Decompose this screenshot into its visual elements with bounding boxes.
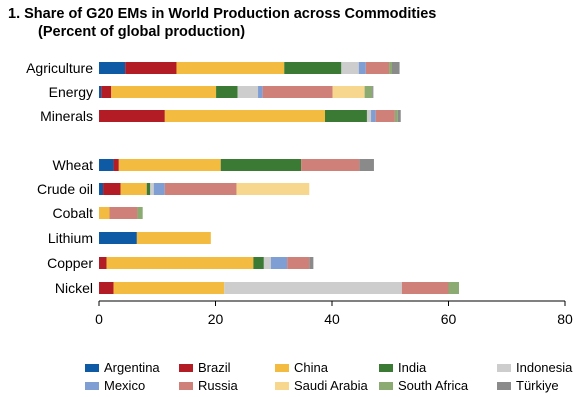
bar-agriculture-mexico (358, 62, 366, 74)
category-label: Minerals (40, 108, 93, 124)
bar-minerals-russia (375, 110, 395, 122)
bar-nickel-russia (401, 282, 449, 294)
bar-copper-china (106, 257, 254, 269)
legend-swatch (379, 364, 393, 372)
category-label: Nickel (55, 280, 93, 296)
bar-wheat-argentina (99, 159, 114, 171)
bar-agriculture-argentina (99, 62, 126, 74)
category-label: Wheat (53, 157, 94, 173)
chart-subtitle: (Percent of global production) (38, 24, 246, 40)
category-label: Copper (47, 255, 93, 271)
bar-copper-brazil (99, 257, 107, 269)
category-label: Lithium (48, 230, 93, 246)
legend-label: South Africa (398, 378, 469, 393)
category-label: Cobalt (53, 205, 94, 221)
bars-layer (99, 62, 459, 294)
bar-nickel-brazil (99, 282, 114, 294)
legend-label: Brazil (198, 360, 231, 375)
bar-energy-china (111, 86, 217, 98)
legend-label: China (294, 360, 329, 375)
legend-label: Russia (198, 378, 239, 393)
legend-label: Argentina (104, 360, 160, 375)
x-tick-label: 60 (441, 311, 457, 327)
bar-energy-saudi-arabia (332, 86, 365, 98)
legend-swatch (179, 364, 193, 372)
bar-minerals-mexico (371, 110, 376, 122)
bar-copper-mexico (270, 257, 288, 269)
bar-wheat-india (220, 159, 302, 171)
bar-energy-russia (262, 86, 333, 98)
category-label: Energy (49, 84, 93, 100)
legend-swatch (275, 382, 289, 390)
legend-swatch (85, 382, 99, 390)
bar-cobalt-china (99, 207, 110, 219)
bar-crude-oil-india (146, 183, 151, 195)
bar-lithium-argentina (99, 232, 137, 244)
bar-agriculture-türkiye (391, 62, 400, 74)
bar-minerals-indonesia (366, 110, 372, 122)
bar-crude-oil-mexico (153, 183, 165, 195)
legend-label: Türkiye (516, 378, 559, 393)
bar-minerals-china (164, 110, 326, 122)
legend-label: Mexico (104, 378, 145, 393)
legend-swatch (275, 364, 289, 372)
bar-energy-argentina (99, 86, 102, 98)
x-tick-label: 0 (95, 311, 103, 327)
bar-copper-india (253, 257, 264, 269)
bar-copper-indonesia (263, 257, 271, 269)
bar-agriculture-indonesia (341, 62, 359, 74)
legend-label: Indonesia (516, 360, 573, 375)
legend-label: India (398, 360, 427, 375)
bar-cobalt-south-africa (137, 207, 143, 219)
bar-energy-brazil (101, 86, 112, 98)
bar-agriculture-russia (365, 62, 390, 74)
bar-crude-oil-saudi-arabia (236, 183, 310, 195)
bar-wheat-russia (301, 159, 360, 171)
x-tick-label: 40 (324, 311, 340, 327)
category-labels: Agriculture Energy Minerals Wheat Crude oil C… (26, 60, 93, 296)
bar-agriculture-south-africa (389, 62, 392, 74)
bar-wheat-china (118, 159, 221, 171)
bar-energy-mexico (258, 86, 263, 98)
bar-energy-india (216, 86, 238, 98)
bar-energy-türkiye (372, 86, 374, 98)
bar-crude-oil-indonesia (150, 183, 154, 195)
legend-swatch (497, 382, 511, 390)
x-tick-label: 20 (208, 311, 224, 327)
legend-label: Saudi Arabia (294, 378, 368, 393)
category-label: Crude oil (37, 181, 93, 197)
bar-minerals-brazil (99, 110, 165, 122)
x-tick-label: 80 (557, 311, 573, 327)
legend-swatch (379, 382, 393, 390)
bar-lithium-china (136, 232, 211, 244)
bar-crude-oil-china (120, 183, 147, 195)
bar-cobalt-russia (109, 207, 138, 219)
category-label: Agriculture (26, 60, 93, 76)
legend-swatch (85, 364, 99, 372)
bar-agriculture-india (284, 62, 342, 74)
bar-copper-türkiye (309, 257, 314, 269)
bar-crude-oil-russia (164, 183, 237, 195)
bar-wheat-türkiye (359, 159, 374, 171)
legend-swatch (179, 382, 193, 390)
bar-nickel-china (113, 282, 225, 294)
bar-minerals-south-africa (394, 110, 398, 122)
bar-copper-russia (287, 257, 310, 269)
bar-energy-south-africa (364, 86, 373, 98)
bar-nickel-indonesia (224, 282, 402, 294)
chart-title: 1. Share of G20 EMs in World Production … (8, 6, 437, 22)
bar-crude-oil-brazil (103, 183, 121, 195)
bar-nickel-south-africa (448, 282, 459, 294)
legend-swatch (497, 364, 511, 372)
bar-agriculture-brazil (125, 62, 177, 74)
legend: Argentina Brazil China India Indonesia Mexico… (85, 360, 573, 393)
bar-wheat-brazil (113, 159, 119, 171)
x-axis: 0 20 40 60 80 (95, 300, 573, 327)
bar-minerals-india (325, 110, 367, 122)
bar-minerals-türkiye (397, 110, 401, 122)
bar-crude-oil-argentina (99, 183, 104, 195)
bar-energy-indonesia (237, 86, 259, 98)
bar-agriculture-china (176, 62, 285, 74)
